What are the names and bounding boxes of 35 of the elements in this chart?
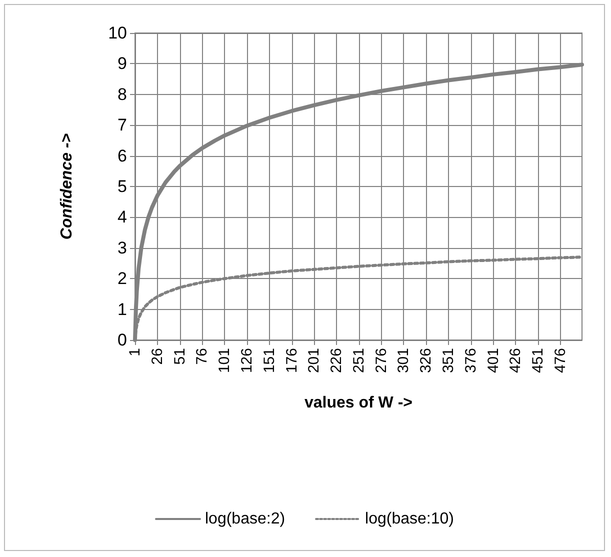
x-axis-title: values of W -> [304, 394, 413, 412]
x-tick-label: 476 [552, 348, 569, 374]
x-tick-label: 326 [418, 348, 435, 374]
y-tick-label: 3 [118, 238, 127, 258]
x-tick-label: 426 [507, 348, 524, 374]
y-tick-label: 9 [118, 54, 127, 74]
x-tick-label: 176 [283, 348, 300, 374]
x-tick-label: 226 [328, 348, 346, 374]
x-tick-label: 251 [350, 348, 368, 374]
x-tick-label: 351 [440, 348, 458, 374]
legend-label: log(base:2) [205, 510, 286, 528]
y-tick-label: 7 [118, 116, 127, 135]
x-tick-label: 201 [306, 348, 323, 374]
x-tick-label: 26 [148, 348, 166, 365]
x-tick-label: 376 [462, 348, 480, 374]
y-tick-label: 0 [118, 330, 127, 350]
y-tick-label: 8 [118, 84, 127, 104]
x-tick-label: 276 [372, 348, 390, 374]
y-tick-label: 10 [108, 24, 127, 42]
x-tick-label: 301 [395, 348, 412, 374]
x-tick-label: 451 [530, 348, 547, 374]
legend-label: log(base:10) [365, 510, 454, 528]
y-tick-label: 6 [118, 146, 127, 166]
x-tick-label: 101 [216, 348, 234, 374]
x-tick-label: 151 [260, 348, 278, 374]
x-tick-label: 1 [126, 348, 144, 356]
y-tick-label: 1 [118, 300, 127, 319]
x-tick-label: 76 [194, 348, 211, 365]
y-tick-label: 5 [118, 177, 127, 196]
x-tick-label: 126 [238, 348, 256, 374]
x-tick-label: 51 [171, 348, 188, 365]
y-tick-label: 4 [118, 208, 127, 227]
y-axis-title: Confidence -> [58, 133, 76, 240]
y-tick-label: 2 [118, 269, 127, 288]
x-tick-label: 401 [484, 348, 502, 374]
